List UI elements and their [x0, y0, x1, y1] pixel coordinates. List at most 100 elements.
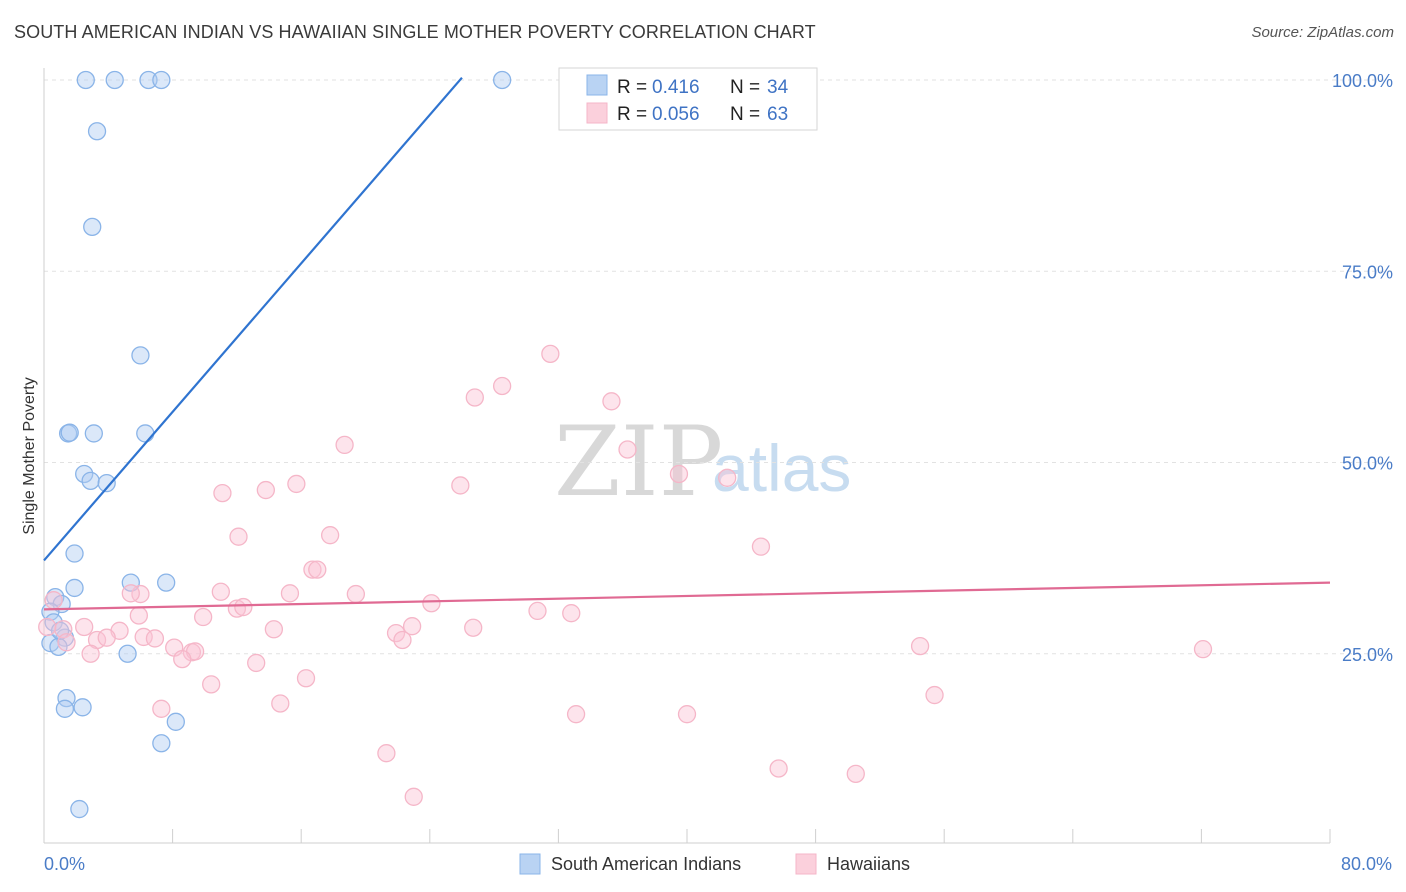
legend-n-value-2: 63: [767, 104, 788, 125]
legend-n-label-2: N =: [730, 104, 760, 125]
point-hawaiians-29: [264, 620, 284, 639]
watermark-atlas: atlas: [712, 431, 851, 505]
series-south-american-indians: [41, 70, 512, 819]
point-hawaiians-32: [75, 617, 94, 637]
trend-line-hawaiians: [43, 581, 1331, 611]
point-hawaiians-41: [97, 628, 116, 647]
trend-lines: [43, 76, 1331, 611]
point-hawaiians-8: [451, 476, 470, 495]
point-south-american-indians-0: [76, 70, 95, 90]
point-hawaiians-28: [193, 607, 213, 627]
point-hawaiians-20: [131, 584, 150, 604]
y-tick-label-100: 100.0%: [1332, 71, 1393, 91]
point-south-american-indians-14: [97, 474, 116, 493]
point-hawaiians-61: [404, 787, 423, 806]
point-south-american-indians-9: [60, 423, 79, 442]
point-hawaiians-50: [247, 653, 266, 673]
point-hawaiians-14: [751, 537, 771, 556]
point-hawaiians-22: [422, 594, 441, 613]
point-south-american-indians-6: [83, 217, 102, 237]
point-south-american-indians-32: [70, 799, 89, 819]
chart-source: Source: ZipAtlas.com: [1251, 24, 1394, 41]
point-south-american-indians-3: [152, 70, 171, 90]
legend-swatch-south-american-indians: [586, 74, 608, 96]
series-hawaiians: [38, 344, 1213, 806]
legend-r-value-2: 0.056: [652, 104, 700, 125]
point-hawaiians-19: [280, 584, 300, 603]
legend-r-value-1: 0.416: [652, 77, 700, 98]
point-south-american-indians-31: [152, 734, 171, 753]
point-south-american-indians-12: [75, 464, 94, 484]
point-hawaiians-36: [386, 623, 406, 643]
x-axis-ticks: [43, 829, 1331, 843]
point-south-american-indians-1: [105, 70, 124, 90]
bottom-legend-label-south-american-indians: South American Indians: [551, 854, 741, 874]
point-south-american-indians-15: [65, 544, 84, 563]
bottom-legend-label-hawaiians: Hawaiians: [827, 854, 910, 874]
point-hawaiians-5: [618, 440, 637, 459]
point-hawaiians-25: [528, 601, 547, 621]
point-hawaiians-59: [769, 759, 788, 778]
point-south-american-indians-17: [157, 573, 176, 592]
point-hawaiians-18: [346, 584, 366, 604]
bottom-legend-swatch-south-american-indians: [519, 853, 541, 875]
y-tick-label-75: 75.0%: [1342, 262, 1393, 282]
point-south-american-indians-26: [118, 644, 137, 663]
point-south-american-indians-13: [81, 471, 100, 491]
x-tick-label-min: 0.0%: [44, 854, 85, 874]
legend-n-value-1: 34: [767, 77, 789, 98]
point-hawaiians-1: [492, 376, 512, 396]
point-hawaiians-39: [145, 629, 165, 648]
point-hawaiians-60: [846, 764, 865, 784]
point-hawaiians-4: [335, 435, 354, 455]
point-hawaiians-31: [464, 618, 483, 637]
legend-n-label-1: N =: [730, 77, 760, 98]
point-south-american-indians-7: [131, 346, 150, 365]
point-south-american-indians-2: [139, 70, 158, 90]
point-south-american-indians-18: [65, 578, 84, 598]
point-hawaiians-21: [121, 584, 140, 603]
point-south-american-indians-28: [55, 699, 75, 718]
legend-swatch-hawaiians: [586, 102, 608, 124]
point-hawaiians-51: [296, 669, 316, 688]
point-hawaiians-6: [669, 464, 689, 484]
point-hawaiians-55: [152, 699, 171, 718]
point-hawaiians-34: [38, 617, 57, 637]
y-axis-tick-labels: 100.0% 75.0% 50.0% 25.0%: [1332, 71, 1393, 665]
point-hawaiians-2: [465, 388, 484, 407]
point-south-american-indians-11: [136, 424, 155, 443]
y-tick-label-50: 50.0%: [1342, 454, 1393, 474]
point-hawaiians-24: [234, 597, 253, 617]
point-hawaiians-26: [562, 604, 581, 623]
legend: R = 0.416 N = 34 R = 0.056 N = 63: [558, 67, 818, 131]
point-hawaiians-15: [303, 560, 322, 579]
chart-title: SOUTH AMERICAN INDIAN VS HAWAIIAN SINGLE…: [14, 22, 816, 42]
point-south-american-indians-21: [41, 602, 60, 621]
point-hawaiians-17: [211, 582, 230, 601]
point-hawaiians-62: [44, 591, 63, 610]
point-hawaiians-9: [287, 474, 306, 494]
point-hawaiians-12: [229, 527, 248, 546]
point-hawaiians-42: [57, 633, 76, 652]
point-hawaiians-13: [320, 526, 340, 545]
point-hawaiians-27: [129, 606, 148, 625]
point-hawaiians-37: [393, 630, 412, 650]
point-hawaiians-48: [81, 644, 100, 663]
y-axis-label: Single Mother Poverty: [21, 377, 38, 534]
point-hawaiians-54: [925, 685, 944, 705]
point-south-american-indians-19: [46, 587, 65, 607]
point-hawaiians-56: [566, 705, 586, 724]
y-tick-label-25: 25.0%: [1342, 645, 1393, 665]
grid-lines: [44, 79, 1392, 655]
point-hawaiians-52: [202, 675, 221, 694]
bottom-legend-swatch-hawaiians: [795, 853, 817, 875]
point-south-american-indians-10: [84, 424, 103, 443]
point-south-american-indians-5: [87, 122, 107, 141]
point-hawaiians-43: [910, 636, 930, 656]
point-hawaiians-57: [677, 705, 697, 724]
point-hawaiians-3: [602, 392, 621, 411]
point-south-american-indians-4: [492, 70, 512, 90]
point-hawaiians-7: [718, 468, 737, 487]
point-hawaiians-16: [308, 560, 327, 579]
